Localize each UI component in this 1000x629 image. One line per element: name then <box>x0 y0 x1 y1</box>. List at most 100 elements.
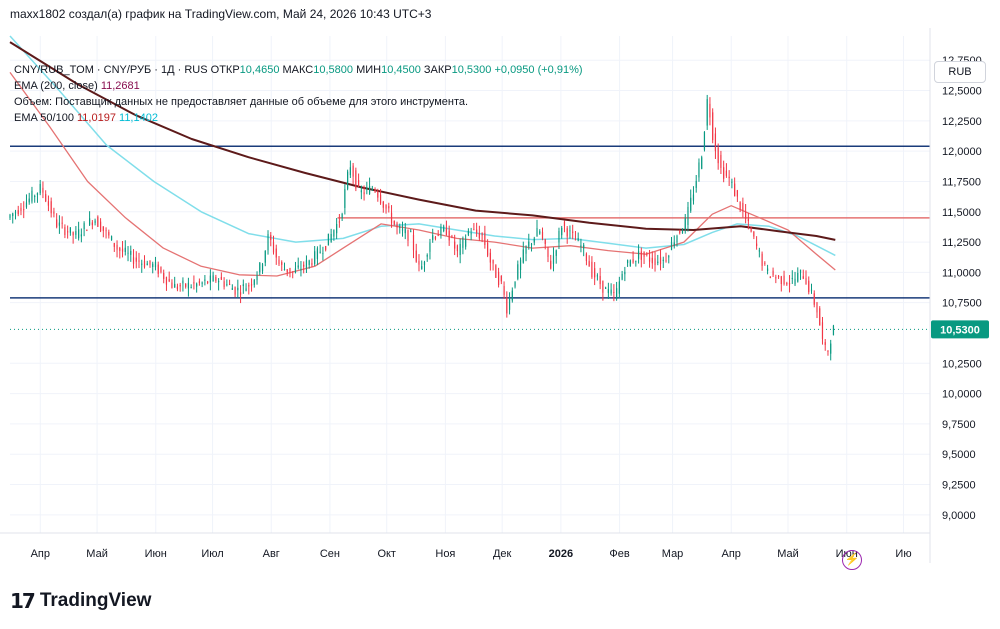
legend-ema200-row[interactable]: EMA (200, close) 11,2681 <box>14 78 583 94</box>
ema200-line <box>9 41 836 241</box>
candle-body <box>69 227 71 233</box>
candle-body <box>668 256 670 258</box>
candle-body <box>769 276 771 278</box>
candle-body <box>253 280 255 285</box>
price-tag-bg <box>931 320 989 339</box>
candle-body <box>113 243 115 247</box>
y-tick-label: 11,2500 <box>942 237 981 249</box>
candle-body <box>146 263 148 266</box>
candle-body <box>270 235 272 240</box>
candle-body <box>701 157 703 169</box>
y-tick-label: 10,2500 <box>942 358 982 370</box>
tradingview-logo[interactable]: 17 TradingView <box>10 588 151 614</box>
candle-body <box>352 165 354 177</box>
candle-body <box>53 211 55 214</box>
candle-body <box>788 282 791 285</box>
candle-body <box>725 170 728 176</box>
candle-body <box>176 286 179 290</box>
candle-body <box>599 275 601 285</box>
candle-body <box>154 261 157 268</box>
candle-body <box>772 270 774 276</box>
candle-body <box>379 194 382 204</box>
candle-body <box>382 201 384 208</box>
candle-body <box>278 259 280 265</box>
legend-symbol-row: CNY/RUB_TOM · CNY/РУБ · 1Д · RUS ОТКР10,… <box>14 62 583 78</box>
x-tick-label: Мар <box>662 548 684 560</box>
candle-body <box>355 170 357 189</box>
candle-body <box>810 289 813 291</box>
candle-body <box>220 276 222 280</box>
candle-body <box>742 202 744 212</box>
header-attribution: maxx1802 создал(а) график на TradingView… <box>10 7 432 21</box>
candle-body <box>190 287 192 289</box>
candle-body <box>473 228 475 230</box>
y-tick-label: 11,0000 <box>942 267 981 279</box>
candle-body <box>459 243 461 256</box>
candle-body <box>783 275 785 285</box>
candle-body <box>717 147 719 164</box>
candle-body <box>404 229 406 234</box>
candle-body <box>753 231 755 237</box>
candle-body <box>305 260 308 268</box>
candle-body <box>300 268 302 271</box>
candle-body <box>690 197 692 211</box>
candle-body <box>443 226 445 232</box>
y-tick-label: 10,0000 <box>942 389 982 401</box>
candle-body <box>637 251 640 259</box>
legend-ema200-label: EMA (200, close) <box>14 80 98 92</box>
legend-ema50-100-row[interactable]: EMA 50/100 11,0197 11,1402 <box>14 110 583 126</box>
candle-body <box>94 220 96 223</box>
candle-body <box>714 133 717 152</box>
legend-volume-row: Объем: Поставщик данных не предоставляет… <box>14 94 583 110</box>
candle-body <box>500 275 502 282</box>
candle-body <box>698 162 700 178</box>
candle-body <box>605 287 607 289</box>
candle-body <box>580 245 582 247</box>
candle-body <box>407 230 409 241</box>
price-chart[interactable]: 12,750012,500012,250012,000011,750011,50… <box>0 28 1000 573</box>
currency-button[interactable]: RUB <box>934 61 986 83</box>
legend-symbol[interactable]: CNY/RUB_TOM · CNY/РУБ · 1Д · RUS <box>14 64 208 76</box>
candle-body <box>508 297 511 310</box>
candle-body <box>275 248 277 258</box>
candle-body <box>536 228 538 237</box>
x-tick-label: Окт <box>377 548 396 560</box>
candle-body <box>102 226 104 231</box>
candle-body <box>314 251 316 264</box>
candle-body <box>160 267 162 273</box>
candle-body <box>739 202 741 210</box>
candle-body <box>333 230 335 237</box>
candle-body <box>349 167 351 176</box>
candle-body <box>17 210 19 215</box>
candle-body <box>237 287 239 291</box>
candle-body <box>684 218 686 230</box>
x-tick-label: Ию <box>895 548 911 560</box>
chart-area[interactable]: 12,750012,500012,250012,000011,750011,50… <box>0 28 1000 573</box>
candle-body <box>39 183 41 194</box>
candle-body <box>470 233 472 235</box>
x-tick-label: Апр <box>31 548 50 560</box>
candle-body <box>544 239 546 245</box>
legend-low-value: 10,4500 <box>381 64 421 76</box>
candle-body <box>827 351 829 353</box>
candle-body <box>816 302 818 313</box>
candle-body <box>747 219 749 222</box>
candle-body <box>143 260 146 268</box>
legend-close-value: 10,5300 <box>451 64 492 76</box>
candle-body <box>368 186 371 194</box>
candle-body <box>86 230 88 232</box>
flash-icon[interactable]: ⚡ <box>842 550 862 570</box>
candle-body <box>723 167 725 179</box>
x-tick-label: Авг <box>263 548 280 560</box>
candle-body <box>799 269 802 273</box>
candle-body <box>530 243 533 245</box>
candle-body <box>522 249 524 263</box>
candle-body <box>731 181 733 183</box>
x-tick-label: Ноя <box>435 548 455 560</box>
candle-body <box>585 253 588 261</box>
candle-body <box>272 242 275 253</box>
candle-body <box>616 288 618 299</box>
chart-legend: CNY/RUB_TOM · CNY/РУБ · 1Д · RUS ОТКР10,… <box>14 62 583 126</box>
candle-body <box>813 293 815 305</box>
candle-body <box>9 214 11 218</box>
